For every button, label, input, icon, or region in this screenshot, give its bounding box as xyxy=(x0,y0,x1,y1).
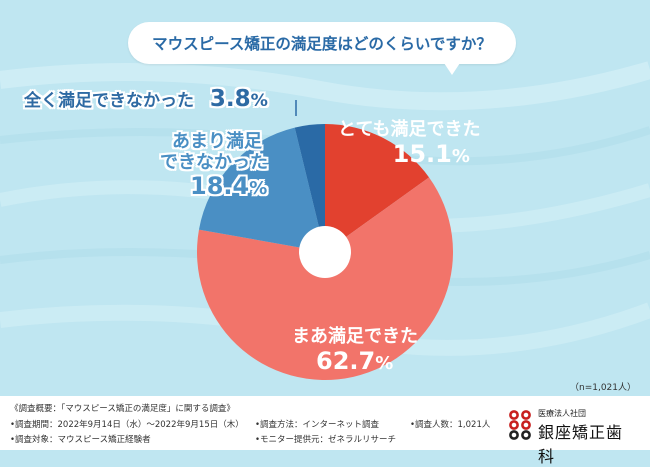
label-fairly-satisfied: まあ満足できた 62.7% xyxy=(292,326,418,375)
slice-value: 62.7% xyxy=(316,346,394,375)
survey-count: •調査人数：1,021人 xyxy=(410,420,491,430)
donut-hole xyxy=(299,226,351,278)
slice-value: 3.8% xyxy=(209,86,268,112)
slice-label-line2: できなかった xyxy=(160,151,268,173)
slice-value: 18.4% xyxy=(190,172,268,201)
slice-label: 全く満足できなかった xyxy=(24,91,194,111)
survey-target: •調査対象：マウスピース矯正経験者 xyxy=(10,435,151,445)
slice-label: まあ満足できた xyxy=(292,326,418,347)
logo-subtitle: 医療法人社団 xyxy=(538,409,586,418)
question-bubble: マウスピース矯正の満足度はどのくらいですか？ xyxy=(128,22,516,75)
logo-mark-icon xyxy=(509,410,531,440)
logo-name: 銀座矯正歯科 xyxy=(538,423,624,466)
slice-label-line1: あまり満足 xyxy=(172,131,262,152)
slice-not-satisfied xyxy=(294,124,325,252)
slice-fairly-satisfied xyxy=(196,177,454,381)
slice-very-satisfied xyxy=(325,124,430,252)
survey-method: •調査方法：インターネット調査 xyxy=(255,420,380,430)
survey-outline: 《調査概要：「マウスピース矯正の満足度」に関する調査》 xyxy=(10,404,235,414)
clinic-logo: 医療法人社団 銀座矯正歯科 xyxy=(508,408,638,466)
label-very-satisfied: とても満足できた 15.1% xyxy=(338,119,481,168)
slice-not-very-satisfied xyxy=(198,127,325,252)
survey-footer: 《調査概要：「マウスピース矯正の満足度」に関する調査》 •調査期間：2022年9… xyxy=(0,396,650,450)
slice-value: 15.1% xyxy=(392,139,470,168)
slice-label: とても満足できた xyxy=(338,119,481,140)
survey-provider: •モニター提供元：ゼネラルリサーチ xyxy=(255,435,397,445)
sample-size-note: （n=1,021人） xyxy=(569,383,636,393)
label-not-very-satisfied: あまり満足 できなかった 18.4% xyxy=(160,131,268,201)
question-text: マウスピース矯正の満足度はどのくらいですか？ xyxy=(152,35,492,53)
survey-period: •調査期間：2022年9月14日（水）〜2022年9月15日（木） xyxy=(10,420,244,430)
donut-chart xyxy=(196,100,454,381)
label-not-satisfied: 全く満足できなかった 3.8% xyxy=(24,86,268,112)
